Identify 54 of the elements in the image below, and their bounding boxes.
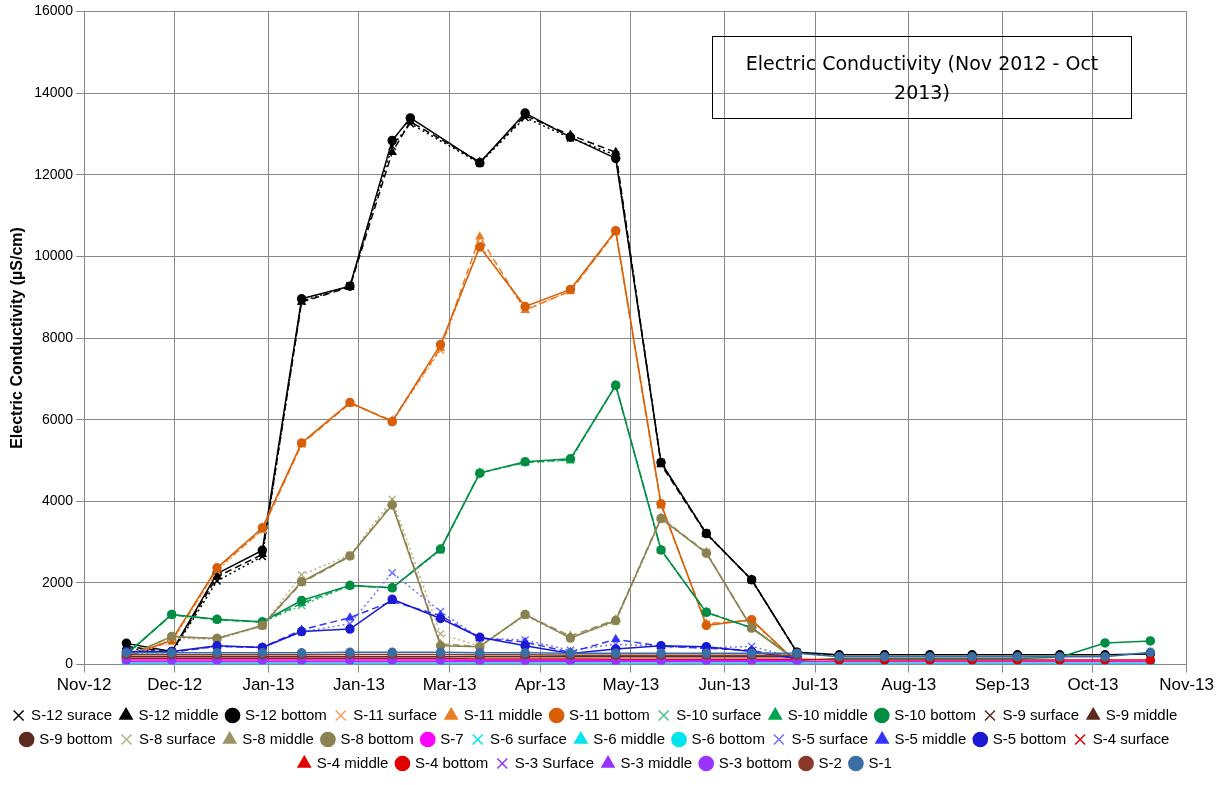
legend-label: S-9 surface xyxy=(1002,705,1080,723)
legend-label: S-6 surface xyxy=(490,729,567,747)
legend-label: S-3 middle xyxy=(620,753,693,771)
x-tick-label: Dec-12 xyxy=(147,675,203,695)
legend-label: S-12 surace xyxy=(31,705,112,723)
x-tick-label: Mar-13 xyxy=(422,675,477,695)
y-tick-label: 8000 xyxy=(41,328,74,345)
legend-label: S-4 middle xyxy=(316,753,389,771)
legend-label: S-9 bottom xyxy=(39,729,113,747)
legend-label: S-11 middle xyxy=(463,705,543,723)
x-tick-label: Jul-13 xyxy=(791,675,839,695)
legend-label: S-3 Surface xyxy=(514,753,595,771)
y-tick-label: 12000 xyxy=(34,165,74,182)
y-tick-label: 0 xyxy=(65,655,74,672)
legend-label: S-10 middle xyxy=(787,705,868,723)
x-tick-label: Nov-13 xyxy=(1159,675,1215,695)
legend-label: S-4 surface xyxy=(1092,729,1170,747)
legend-label: S-8 surface xyxy=(139,729,216,747)
x-tick-label: Jan-13 xyxy=(242,675,295,695)
legend-label: S-4 bottom xyxy=(414,753,489,771)
text: Electric Conductivity (Nov 2012 - Oct 2013) xyxy=(712,36,1132,119)
legend-label: S-9 middle xyxy=(1105,705,1178,723)
y-tick-label: 16000 xyxy=(34,2,74,19)
legend-label: S-5 surface xyxy=(791,729,869,747)
legend-label: S-10 surface xyxy=(676,705,762,723)
legend-label: S-6 bottom xyxy=(691,729,765,747)
x-tick-label: Sep-13 xyxy=(974,675,1030,695)
x-tick-label: Aug-13 xyxy=(881,675,937,695)
legend-label: S-8 middle xyxy=(242,729,314,747)
x-tick-label: Apr-13 xyxy=(514,675,566,695)
y-tick-label: 14000 xyxy=(34,83,74,100)
legend-label: S-11 bottom xyxy=(569,705,650,723)
legend-label: S-3 bottom xyxy=(718,753,793,771)
legend-label: S-7 xyxy=(440,729,464,747)
y-tick-label: 6000 xyxy=(41,410,74,427)
x-tick-label: May-13 xyxy=(602,675,660,695)
x-tick-label: Jan-13 xyxy=(333,675,385,695)
legend-label: S-5 bottom xyxy=(992,729,1067,747)
legend-label: S-1 xyxy=(868,753,892,771)
legend-label: S-2 xyxy=(818,753,842,771)
y-tick-label: 2000 xyxy=(41,573,74,590)
legend-label: S-12 middle xyxy=(138,705,219,723)
legend-label: S-12 bottom xyxy=(245,705,327,723)
legend-label: S-8 bottom xyxy=(340,729,414,747)
x-tick-label: Oct-13 xyxy=(1067,675,1119,695)
y-axis-title: Electric Conductivity (µS/cm) xyxy=(8,227,26,449)
y-tick-label: 10000 xyxy=(34,247,74,264)
legend-label: S-10 bottom xyxy=(894,705,976,723)
legend-label: S-5 middle xyxy=(894,729,967,747)
legend-label: S-6 middle xyxy=(593,729,666,747)
y-tick-label: 4000 xyxy=(41,492,74,509)
x-tick-label: Nov-12 xyxy=(56,675,112,695)
legend-label: S-11 surface xyxy=(353,705,438,723)
x-tick-label: Jun-13 xyxy=(698,675,751,695)
